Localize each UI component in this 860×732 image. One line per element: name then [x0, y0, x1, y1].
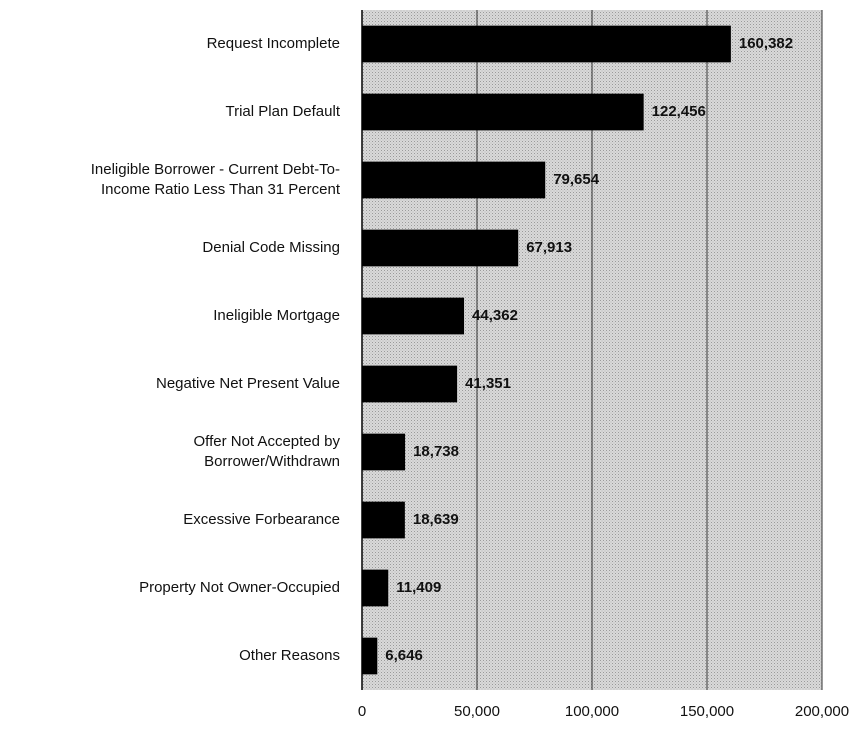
bar [362, 93, 644, 131]
bar [362, 637, 378, 675]
value-label: 18,738 [413, 443, 459, 460]
value-label: 41,351 [465, 375, 511, 392]
category-label: Trial Plan Default [226, 103, 341, 120]
value-label: 6,646 [385, 647, 423, 664]
category-label: Request Incomplete [207, 35, 340, 52]
bar [362, 501, 405, 539]
x-tick-label: 100,000 [565, 703, 619, 720]
value-label: 11,409 [396, 579, 441, 596]
category-label: Ineligible Borrower - Current Debt-To-In… [91, 161, 341, 198]
category-label: Property Not Owner-Occupied [139, 579, 340, 596]
x-tick-label: 50,000 [454, 703, 500, 720]
category-label: Ineligible Mortgage [213, 307, 340, 324]
bar [362, 229, 519, 267]
value-label: 44,362 [472, 307, 518, 324]
category-label: Offer Not Accepted by Borrower/Withdrawn [194, 433, 341, 470]
category-label: Denial Code Missing [202, 239, 340, 256]
value-label: 18,639 [413, 511, 459, 528]
value-label: 122,456 [652, 103, 706, 120]
category-label: Excessive Forbearance [183, 511, 340, 528]
x-tick-label: 0 [358, 703, 366, 720]
bar [362, 297, 465, 335]
value-label: 160,382 [739, 35, 793, 52]
category-label: Other Reasons [239, 647, 340, 664]
bar [362, 433, 406, 471]
category-label: Negative Net Present Value [156, 375, 340, 392]
bar [362, 161, 546, 199]
x-tick-label: 150,000 [680, 703, 734, 720]
bar [362, 569, 389, 607]
bar [362, 365, 458, 403]
value-label: 79,654 [553, 171, 600, 188]
x-tick-label: 200,000 [795, 703, 849, 720]
value-label: 67,913 [526, 239, 572, 256]
bar [362, 25, 731, 63]
